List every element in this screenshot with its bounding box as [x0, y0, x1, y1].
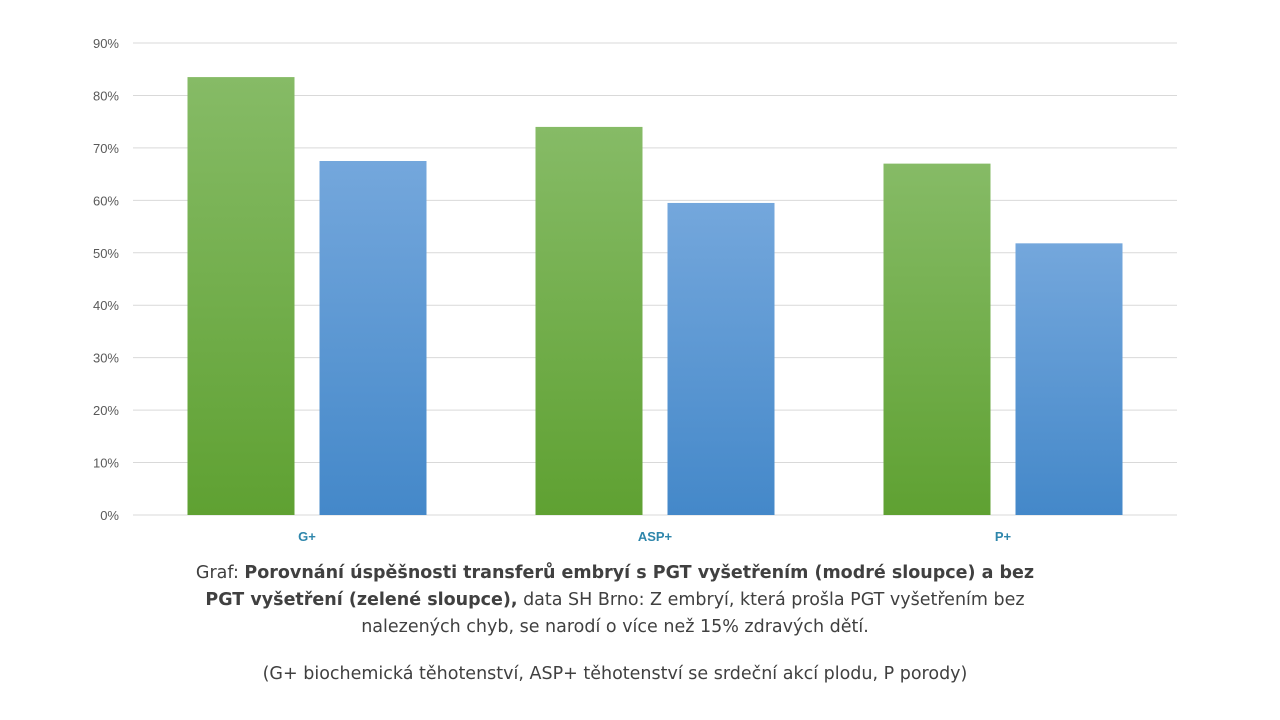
bar-G+-series-2: [319, 161, 427, 515]
y-axis-ticks: 0% 10% 20% 30% 40% 50% 60% 70% 80% 90%: [93, 36, 119, 523]
y-tick-label: 0%: [100, 508, 119, 523]
caption-prefix: Graf:: [195, 563, 245, 583]
bar-chart: 0% 10% 20% 30% 40% 50% 60% 70% 80% 90% G+ ASP+ P+: [93, 36, 1177, 544]
x-category-label: ASP+: [638, 529, 673, 544]
bar-ASP+-series-2: [667, 202, 775, 515]
y-tick-label: 60%: [93, 193, 119, 208]
bars: [187, 77, 1123, 516]
bar-G+-series-1: [187, 77, 295, 515]
y-tick-label: 90%: [93, 36, 119, 51]
y-tick-label: 10%: [93, 456, 119, 471]
bar-P+-series-2: [1015, 243, 1123, 516]
y-tick-label: 80%: [93, 88, 119, 103]
x-category-label: P+: [995, 529, 1012, 544]
bar-ASP+-series-1: [535, 126, 643, 516]
y-tick-label: 50%: [93, 246, 119, 261]
bar-P+-series-1: [883, 163, 991, 515]
caption-bold: Porovnání úspěšnosti transferů embryí s …: [205, 563, 1035, 610]
abbreviation-note: (G+ biochemická těhotenství, ASP+ těhote…: [262, 664, 968, 684]
caption-rest: data SH Brno: Z embryí, která prošla PGT…: [361, 590, 1025, 637]
x-axis-categories: G+ ASP+ P+: [298, 529, 1011, 544]
gridlines: [133, 42, 1177, 516]
y-tick-label: 70%: [93, 141, 119, 156]
y-tick-label: 30%: [93, 351, 119, 366]
y-tick-label: 40%: [93, 298, 119, 313]
y-tick-label: 20%: [93, 403, 119, 418]
chart-caption: Graf: Porovnání úspěšnosti transferů emb…: [190, 560, 1040, 641]
x-category-label: G+: [298, 529, 316, 544]
